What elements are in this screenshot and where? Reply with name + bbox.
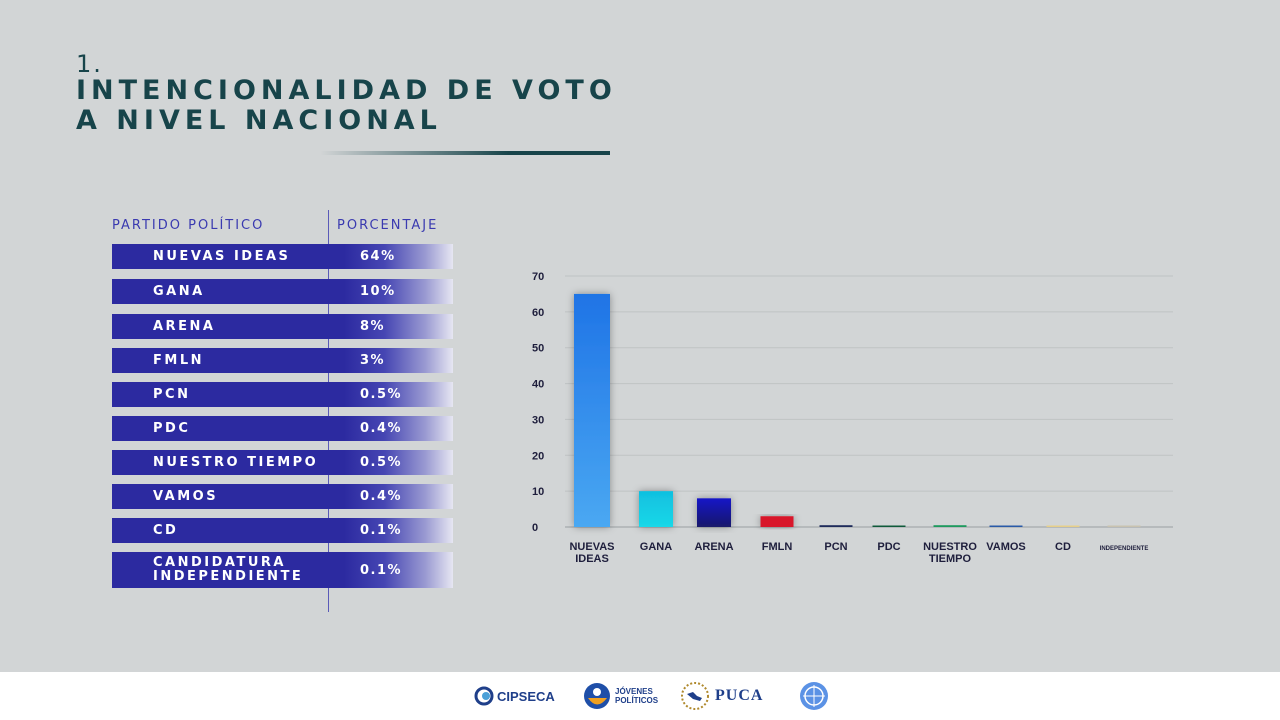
table-row: ARENA 8%	[112, 314, 453, 339]
cipseca-logo: CIPSECA	[474, 680, 555, 712]
vote-intention-bar-chart: 0 10 20 30 40 50 60 70 NUEVAS IDEAS GANA ARENA FMLN P…	[532, 271, 1173, 565]
table-row: VAMOS 0.4%	[112, 484, 453, 509]
x-category-label: NUEVAS IDEAS	[569, 541, 614, 565]
title-line-2: A NIVEL NACIONAL	[76, 105, 442, 136]
party-percent: 0.4%	[360, 421, 403, 436]
x-category-label: GANA	[640, 541, 672, 553]
party-percent: 0.1%	[360, 562, 403, 578]
party-name: NUEVAS IDEAS	[153, 248, 291, 264]
puca-name: PUCA	[715, 687, 764, 704]
cipseca-name: CIPSECA	[497, 688, 555, 704]
party-percent: 0.5%	[360, 387, 403, 402]
party-name: NUESTRO TIEMPO	[153, 454, 319, 470]
party-name: FMLN	[153, 352, 204, 368]
table-row: FMLN 3%	[112, 348, 453, 373]
bar	[639, 491, 673, 527]
bar	[760, 516, 794, 527]
party-percent: 8%	[360, 319, 386, 334]
party-percent: 64%	[360, 249, 396, 264]
y-tick-label: 40	[532, 379, 544, 391]
party-percent: 3%	[360, 353, 386, 368]
x-category-label: VAMOS	[986, 541, 1026, 553]
party-name: VAMOS	[153, 488, 219, 504]
party-name: CANDIDATURA INDEPENDIENTE	[153, 555, 304, 584]
bar	[819, 525, 853, 527]
x-category-label: NUESTRO TIEMPO	[923, 541, 977, 565]
table-row: GANA 10%	[112, 279, 453, 304]
y-tick-label: 30	[532, 414, 544, 426]
footer-logos: CIPSECA JÓVENES POLÍTICOS PUCA	[0, 672, 1280, 720]
x-category-label: ARENA	[694, 541, 733, 553]
party-name: GANA	[153, 283, 205, 299]
jovenes-politicos-icon	[584, 683, 610, 709]
jovenes-politicos-name: JÓVENES POLÍTICOS	[615, 687, 659, 705]
table-row: CANDIDATURA INDEPENDIENTE 0.1%	[112, 552, 453, 588]
title-underline	[320, 151, 610, 155]
bar	[989, 525, 1023, 527]
party-percent: 0.5%	[360, 455, 403, 470]
party-name: CD	[153, 522, 179, 538]
bar	[574, 293, 610, 527]
table-row: PCN 0.5%	[112, 382, 453, 407]
bar	[1107, 525, 1141, 527]
party-column-header: PARTIDO POLÍTICO	[112, 218, 265, 233]
table-row: PDC 0.4%	[112, 416, 453, 441]
y-tick-label: 70	[532, 271, 544, 283]
x-category-label: PDC	[877, 541, 900, 553]
party-percent: 10%	[360, 284, 396, 299]
x-category-label: FMLN	[762, 541, 793, 553]
y-tick-label: 0	[532, 522, 538, 534]
bar	[933, 525, 967, 527]
puca-logo: PUCA	[678, 680, 763, 712]
table-row: CD 0.1%	[112, 518, 453, 543]
table-row: NUESTRO TIEMPO 0.5%	[112, 450, 453, 475]
title-line-1: INTENCIONALIDAD DE VOTO	[76, 75, 617, 106]
bar	[872, 525, 906, 527]
puca-icon	[681, 682, 709, 710]
percent-column-header: PORCENTAJE	[337, 218, 439, 233]
table-row: NUEVAS IDEAS 64%	[112, 244, 453, 269]
party-name: PDC	[153, 420, 191, 436]
x-category-label: INDEPENDIENTE	[1100, 546, 1149, 552]
cipseca-icon	[474, 686, 494, 706]
page-title: INTENCIONALIDAD DE VOTO A NIVEL NACIONAL	[76, 76, 617, 136]
un-emblem-icon	[800, 682, 828, 710]
party-percent: 0.1%	[360, 523, 403, 538]
section-number: 1.	[76, 50, 103, 78]
bar	[697, 498, 731, 527]
y-tick-label: 60	[532, 307, 544, 319]
party-percent: 0.4%	[360, 489, 403, 504]
party-name: ARENA	[153, 318, 216, 334]
column-divider	[328, 210, 329, 612]
bar	[1046, 525, 1080, 527]
jovenes-politicos-logo: JÓVENES POLÍTICOS	[582, 680, 663, 712]
x-category-label: CD	[1055, 541, 1071, 553]
un-emblem	[798, 680, 830, 712]
y-tick-label: 50	[532, 343, 544, 355]
party-name: PCN	[153, 386, 191, 402]
y-tick-label: 20	[532, 450, 544, 462]
y-tick-label: 10	[532, 486, 544, 498]
x-category-label: PCN	[824, 541, 847, 553]
